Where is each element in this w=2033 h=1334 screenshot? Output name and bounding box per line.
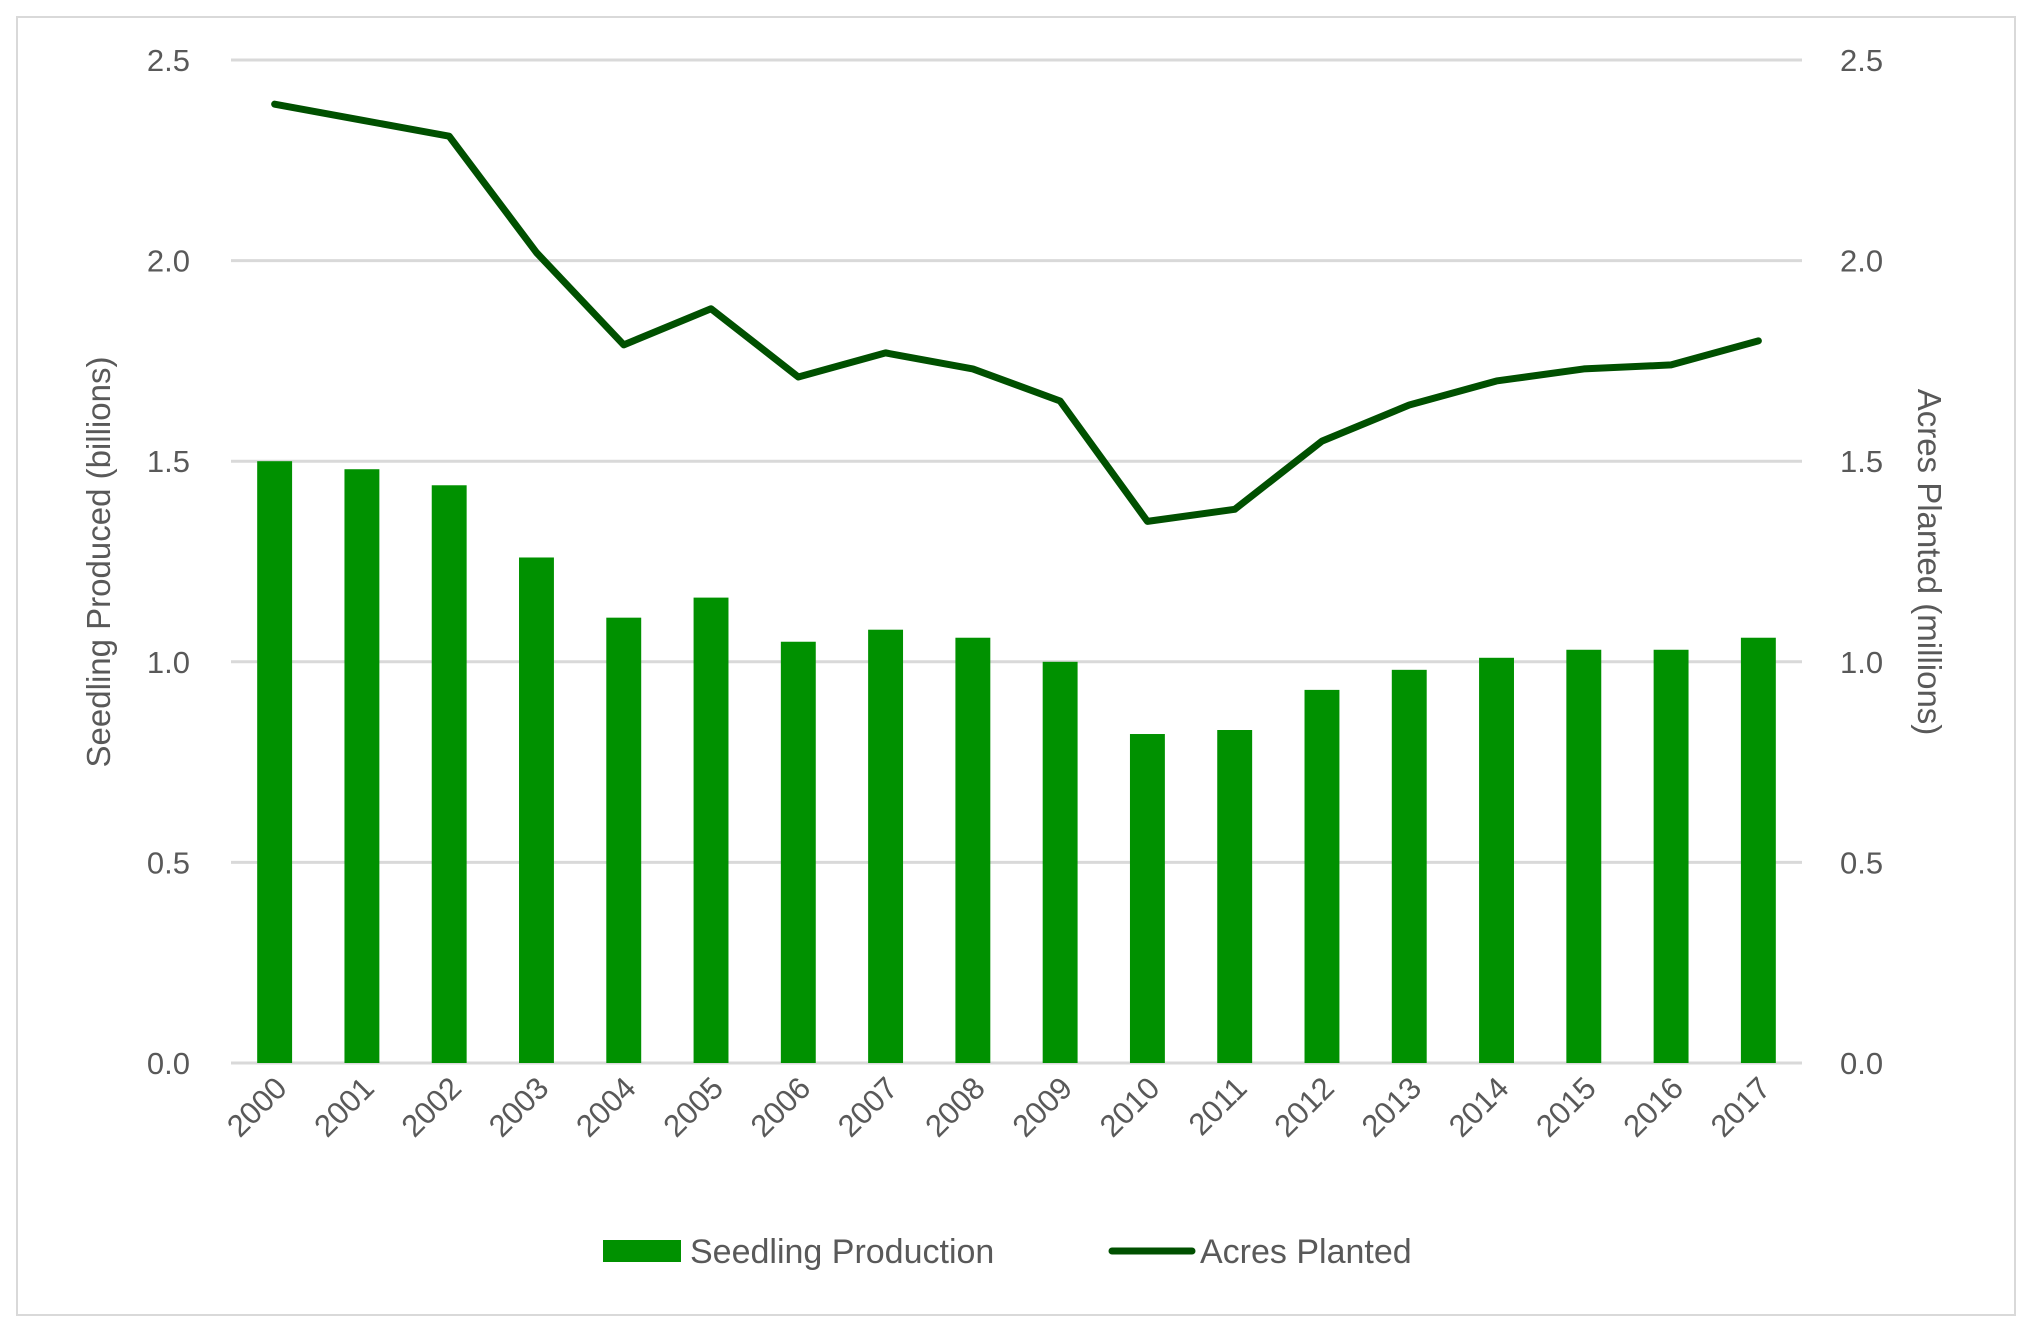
- x-tick-label: 2012: [1267, 1070, 1341, 1144]
- right-axis-label: Acres Planted (millions): [1911, 389, 1948, 736]
- bar-series: [257, 461, 1776, 1064]
- bar-2000: [257, 461, 293, 1063]
- x-tick-label: 2015: [1529, 1070, 1603, 1144]
- bar-2015: [1566, 649, 1602, 1063]
- left-tick-label: 1.5: [147, 444, 190, 479]
- bar-2012: [1304, 689, 1340, 1063]
- right-tick-label: 0.5: [1840, 845, 1883, 880]
- right-axis-ticks: 0.0 0.5 1.0 1.5 2.0 2.5: [1840, 43, 1883, 1081]
- bar-2017: [1740, 637, 1776, 1063]
- legend-label-seedling-production: Seedling Production: [690, 1233, 994, 1271]
- right-tick-label: 0.0: [1840, 1046, 1883, 1081]
- x-tick-label: 2003: [482, 1070, 556, 1144]
- x-tick-label: 2004: [569, 1070, 643, 1144]
- bar-2008: [955, 637, 991, 1063]
- bar-2006: [780, 641, 816, 1063]
- bar-2013: [1391, 669, 1427, 1063]
- bar-2011: [1217, 730, 1253, 1063]
- x-tick-label: 2009: [1006, 1070, 1080, 1144]
- left-tick-label: 2.0: [147, 244, 190, 279]
- legend: Seedling Production Acres Planted: [603, 1233, 1412, 1271]
- bar-2010: [1129, 734, 1165, 1063]
- x-tick-label: 2014: [1442, 1070, 1516, 1144]
- x-tick-label: 2017: [1704, 1070, 1778, 1144]
- left-tick-label: 2.5: [147, 43, 190, 78]
- x-axis-ticks: 2000 2001 2002 2003 2004 2005 2006 2007 2008 2009…: [220, 1070, 1777, 1144]
- bar-2003: [519, 557, 554, 1063]
- bar-2004: [606, 617, 642, 1063]
- left-axis-label: Seedling Produced (billions): [80, 357, 117, 768]
- right-tick-label: 1.5: [1840, 444, 1883, 479]
- gridlines: [231, 58, 1802, 1065]
- x-tick-label: 2000: [220, 1070, 294, 1144]
- acres-planted-line: [271, 100, 1762, 525]
- chart-frame: [16, 16, 2016, 1316]
- left-tick-label: 0.5: [147, 845, 190, 880]
- left-tick-label: 1.0: [147, 645, 190, 680]
- legend-label-acres-planted: Acres Planted: [1200, 1233, 1412, 1271]
- bar-2002: [431, 485, 467, 1064]
- legend-swatch-seedling-production: [603, 1240, 681, 1262]
- right-tick-label: 2.5: [1840, 43, 1883, 78]
- bar-2016: [1653, 649, 1689, 1063]
- bar-2009: [1042, 661, 1078, 1063]
- left-axis-ticks: 0.0 0.5 1.0 1.5 2.0 2.5: [147, 43, 190, 1081]
- left-tick-label: 0.0: [147, 1046, 190, 1081]
- bar-2005: [693, 597, 729, 1063]
- bar-2014: [1479, 657, 1514, 1063]
- right-tick-label: 2.0: [1840, 244, 1883, 279]
- x-tick-label: 2001: [307, 1070, 381, 1144]
- bar-2007: [868, 629, 904, 1063]
- x-tick-label: 2011: [1182, 1070, 1254, 1142]
- x-tick-label: 2010: [1093, 1070, 1167, 1144]
- x-tick-label: 2008: [918, 1070, 992, 1144]
- x-tick-label: 2002: [395, 1070, 469, 1144]
- x-tick-label: 2007: [831, 1070, 905, 1144]
- x-tick-label: 2016: [1617, 1070, 1691, 1144]
- x-tick-label: 2005: [656, 1070, 730, 1144]
- right-tick-label: 1.0: [1840, 645, 1883, 680]
- line-series: [271, 100, 1762, 525]
- x-tick-label: 2013: [1355, 1070, 1429, 1144]
- bar-2001: [344, 469, 380, 1063]
- x-tick-label: 2006: [744, 1070, 818, 1144]
